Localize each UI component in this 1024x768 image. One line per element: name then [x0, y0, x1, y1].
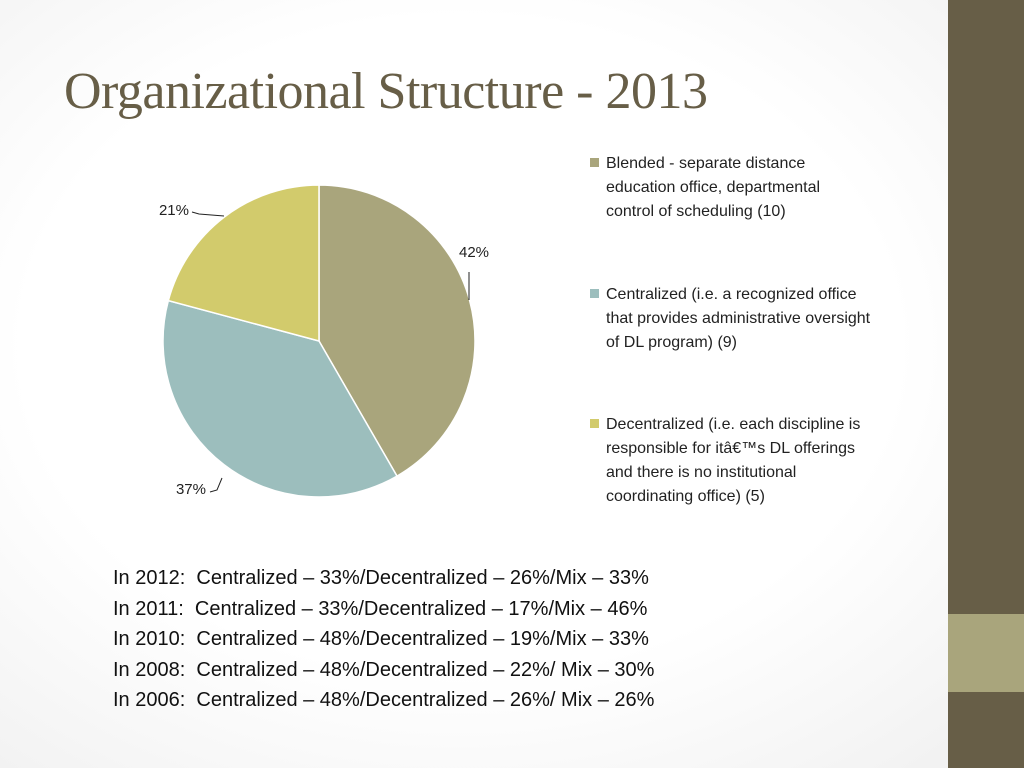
data-label-centralized: 37% — [176, 481, 206, 498]
legend-label-decentralized: Decentralized (i.e. each discipline is r… — [606, 416, 861, 505]
history-line-2006: In 2006: Centralized – 48%/Decentralized… — [113, 689, 655, 711]
legend-swatch-centralized — [590, 289, 599, 298]
pie-slice-blended — [318, 184, 476, 478]
legend-label-centralized: Centralized (i.e. a recognized office th… — [606, 286, 871, 351]
data-label-decentralized: 21% — [159, 202, 189, 219]
history-line-2011: In 2011: Centralized – 33%/Decentralized… — [113, 597, 648, 620]
history-line-2010: In 2010: Centralized – 48%/Decentralized… — [113, 628, 649, 650]
leader-line-decentralized — [191, 211, 225, 217]
legend-swatch-blended — [590, 158, 599, 167]
history-line-2012: In 2012: Centralized – 33%/Decentralized… — [113, 567, 649, 589]
pie-slice-centralized — [162, 299, 399, 498]
legend-swatch-decentralized — [590, 419, 599, 428]
sidebar-accent-decoration — [948, 614, 1024, 692]
legend-label-blended: Blended - separate distance education of… — [606, 155, 821, 220]
leader-line-centralized — [209, 477, 223, 493]
pie-slice-decentralized — [167, 184, 320, 342]
history-line-2008: In 2008: Centralized – 48%/Decentralized… — [113, 658, 655, 681]
data-label-blended: 42% — [459, 244, 489, 261]
slide-title: Organizational Structure - 2013 — [64, 63, 708, 120]
history-list: In 2012: Centralized – 33%/Decentralized… — [113, 563, 654, 716]
